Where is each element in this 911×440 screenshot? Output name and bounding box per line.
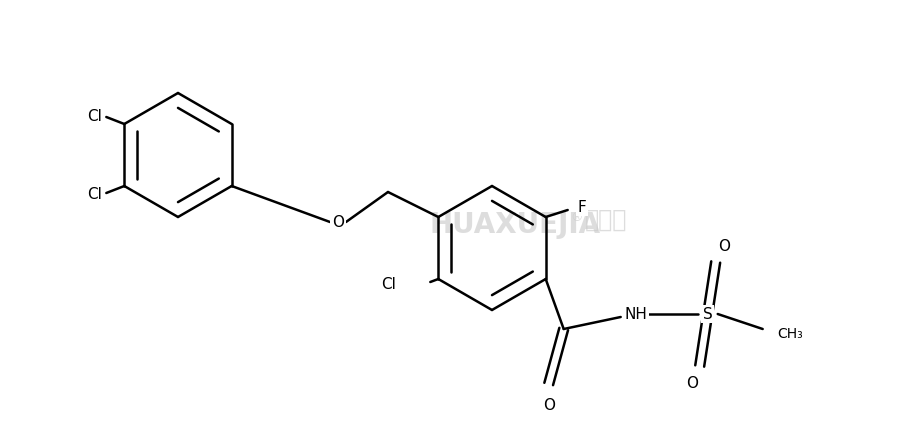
Text: NH: NH [623, 307, 647, 322]
Text: HUAXUEJIA: HUAXUEJIA [429, 211, 600, 239]
Text: ®: ® [569, 212, 582, 224]
Text: 化学加: 化学加 [584, 208, 627, 232]
Text: Cl: Cl [381, 276, 396, 292]
Text: F: F [577, 199, 586, 215]
Text: Cl: Cl [87, 109, 102, 124]
Text: O: O [542, 398, 554, 413]
Text: O: O [685, 376, 697, 391]
Text: O: O [332, 215, 343, 230]
Text: Cl: Cl [87, 187, 102, 202]
Text: O: O [717, 239, 729, 254]
Text: S: S [702, 307, 711, 322]
Text: CH₃: CH₃ [777, 327, 803, 341]
